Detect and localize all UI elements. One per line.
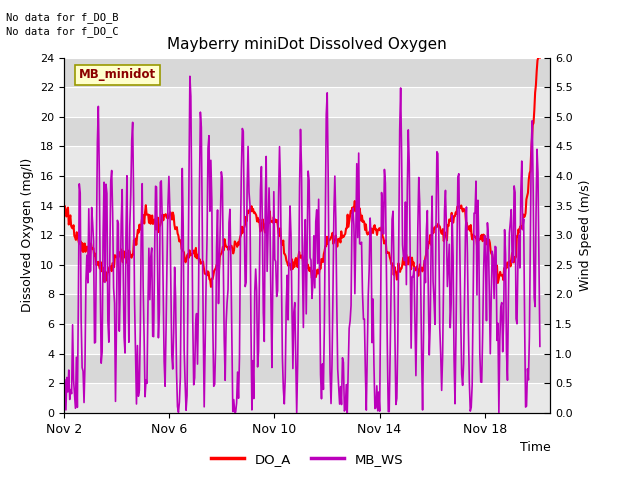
Y-axis label: Wind Speed (m/s): Wind Speed (m/s) — [579, 180, 591, 291]
Title: Mayberry miniDot Dissolved Oxygen: Mayberry miniDot Dissolved Oxygen — [167, 37, 447, 52]
Bar — [64, 383, 550, 413]
Bar — [64, 176, 550, 205]
Bar — [64, 87, 550, 117]
Text: No data for f_DO_C: No data for f_DO_C — [6, 26, 119, 37]
Bar — [64, 354, 550, 383]
X-axis label: Time: Time — [520, 441, 550, 454]
Bar — [64, 265, 550, 294]
Bar — [64, 324, 550, 354]
Bar — [64, 294, 550, 324]
Bar — [64, 146, 550, 176]
Y-axis label: Dissolved Oxygen (mg/l): Dissolved Oxygen (mg/l) — [22, 158, 35, 312]
Bar — [64, 117, 550, 146]
Text: MB_minidot: MB_minidot — [79, 68, 156, 81]
Text: No data for f_DO_B: No data for f_DO_B — [6, 12, 119, 23]
Legend: DO_A, MB_WS: DO_A, MB_WS — [206, 447, 408, 471]
Bar — [64, 58, 550, 87]
Bar — [64, 235, 550, 265]
Bar — [64, 205, 550, 235]
